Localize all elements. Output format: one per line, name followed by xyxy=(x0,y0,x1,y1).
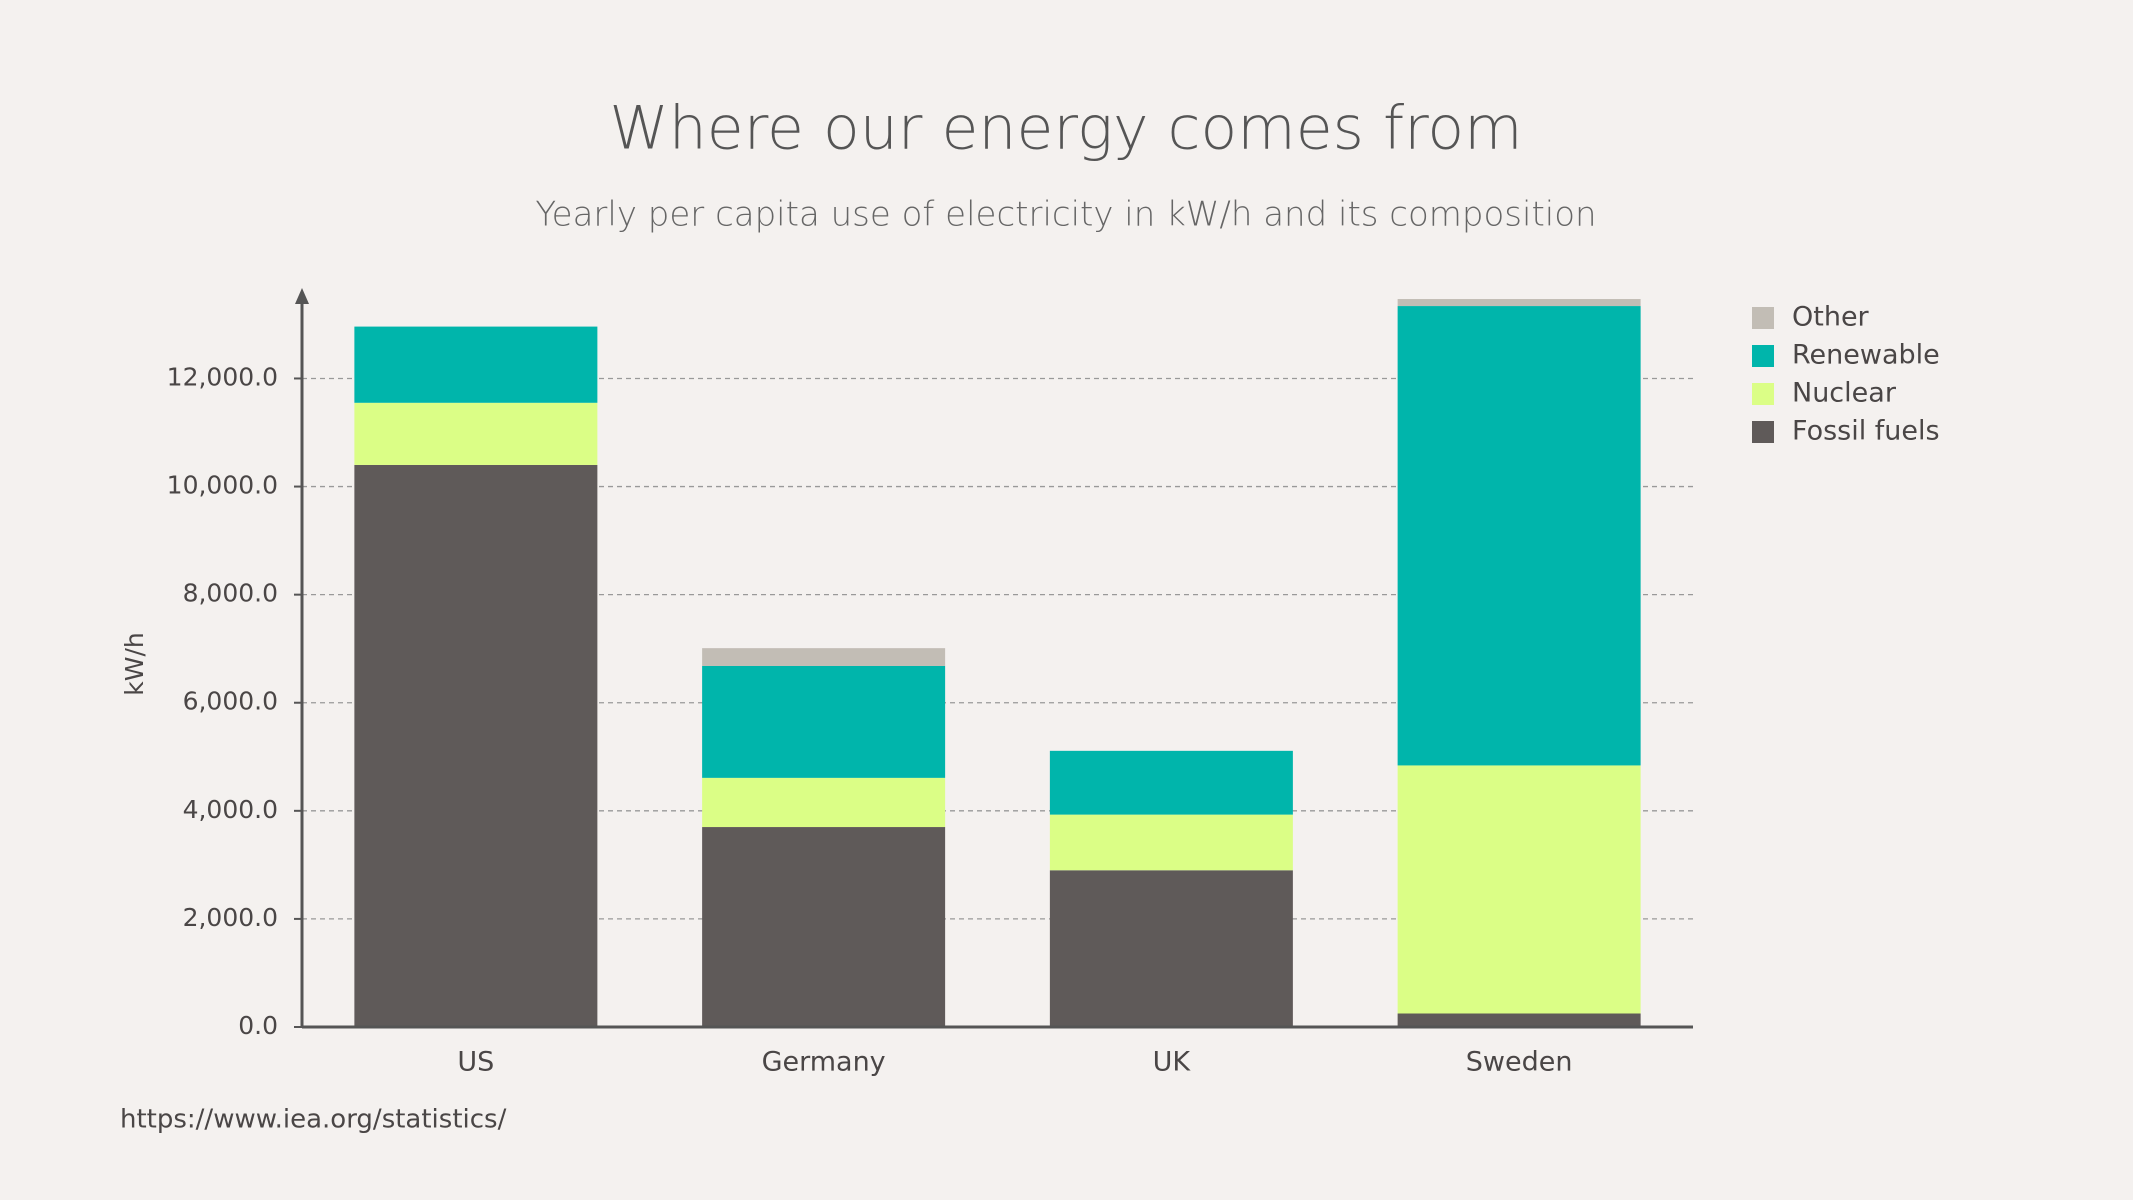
y-tick-label: 6,000.0 xyxy=(183,687,278,716)
bar-segment xyxy=(702,648,946,666)
y-tick-label: 10,000.0 xyxy=(167,471,278,500)
x-tick-label: Germany xyxy=(762,1047,886,1078)
chart-subtitle: Yearly per capita use of electricity in … xyxy=(535,195,1596,235)
bar-segment xyxy=(354,402,598,465)
bar-segment xyxy=(354,464,598,1027)
bar-segment xyxy=(1049,870,1293,1027)
bar-segment xyxy=(702,777,946,828)
legend-label: Fossil fuels xyxy=(1792,416,1940,447)
legend-label: Other xyxy=(1792,302,1870,333)
x-tick-label: UK xyxy=(1153,1047,1192,1078)
bar-segment xyxy=(702,665,946,778)
y-tick-label: 4,000.0 xyxy=(183,795,278,824)
legend-swatch xyxy=(1752,383,1774,405)
bar-segment xyxy=(1397,306,1641,766)
y-tick-label: 0.0 xyxy=(238,1011,278,1040)
legend-swatch xyxy=(1752,345,1774,367)
bar-segment xyxy=(1049,750,1293,815)
bar-segment xyxy=(702,827,946,1027)
x-tick-label: Sweden xyxy=(1466,1047,1573,1078)
y-axis-label: kW/h xyxy=(120,632,149,695)
x-tick-label: US xyxy=(457,1047,494,1078)
legend-swatch xyxy=(1752,307,1774,329)
bar-segment xyxy=(1397,765,1641,1014)
bar-segment xyxy=(1397,1013,1641,1027)
y-tick-label: 8,000.0 xyxy=(183,579,278,608)
chart-title: Where our energy comes from xyxy=(609,94,1522,164)
bar-segment xyxy=(1397,299,1641,307)
source: https://www.iea.org/statistics/ xyxy=(120,1105,507,1135)
legend-swatch xyxy=(1752,421,1774,443)
bar-segment xyxy=(1049,814,1293,871)
y-tick-label: 12,000.0 xyxy=(167,362,278,391)
bar-segment xyxy=(354,326,598,403)
legend-label: Nuclear xyxy=(1792,378,1897,409)
y-axis-arrow xyxy=(295,288,309,304)
y-tick-label: 2,000.0 xyxy=(183,903,278,932)
legend-label: Renewable xyxy=(1792,340,1940,371)
